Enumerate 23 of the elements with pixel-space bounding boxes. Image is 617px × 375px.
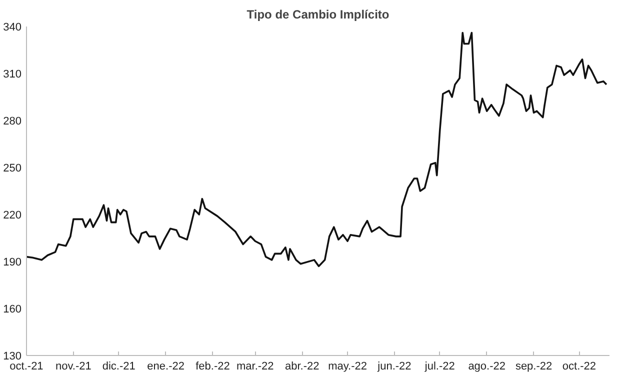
y-tick-label: 280 — [3, 116, 22, 128]
y-tick-label: 130 — [3, 350, 22, 362]
y-tick-label: 250 — [3, 162, 22, 174]
line-series — [26, 32, 608, 268]
y-tick-label: 190 — [3, 256, 22, 268]
x-tick-label: sep.-22 — [515, 360, 552, 372]
chart-title: Tipo de Cambio Implícito — [246, 8, 390, 22]
x-tick-label: ene.-22 — [147, 360, 184, 372]
x-tick-label: ago.-22 — [468, 360, 506, 372]
x-tick-label: may.-22 — [328, 360, 367, 372]
y-tick-label: 340 — [3, 22, 22, 34]
x-tick-label: nov.-21 — [56, 360, 92, 372]
x-tick-label: feb.-22 — [196, 360, 230, 372]
x-tick-label: oct.-22 — [562, 360, 596, 372]
x-tick-label: abr.-22 — [284, 360, 320, 372]
y-tick-label: 220 — [3, 210, 22, 222]
x-tick-label: oct.-21 — [10, 360, 44, 372]
y-tick-label: 160 — [3, 304, 22, 316]
x-tick-label: jul.-22 — [424, 360, 455, 372]
x-tick-label: mar.-22 — [236, 360, 274, 372]
y-tick-label: 310 — [3, 68, 22, 80]
x-tick-label: dic.-21 — [102, 360, 136, 372]
x-tick-label: jun.-22 — [376, 360, 412, 372]
